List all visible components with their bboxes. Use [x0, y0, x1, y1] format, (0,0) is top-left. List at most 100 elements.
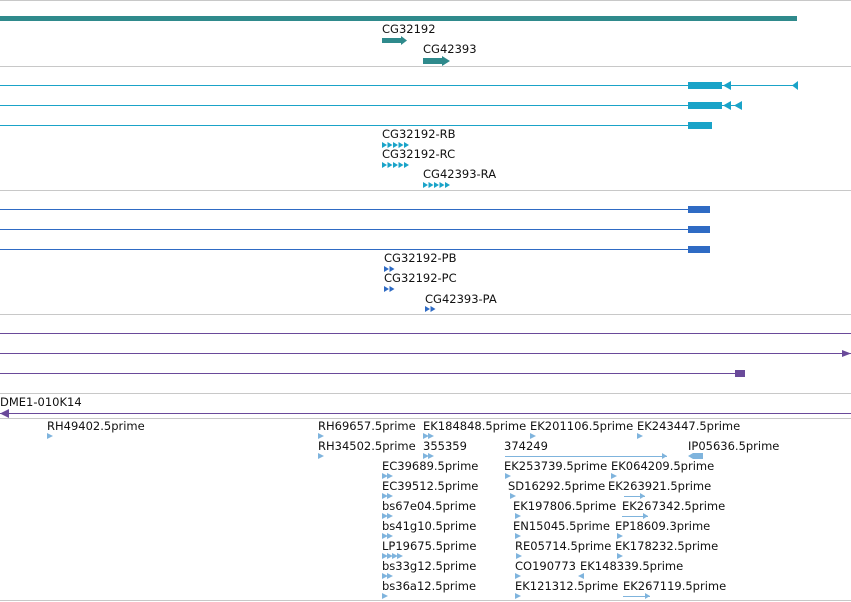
- est-mark[interactable]: [505, 473, 511, 479]
- gene-span-bar[interactable]: [0, 16, 797, 21]
- est-mark[interactable]: [611, 473, 617, 479]
- est-mark[interactable]: [382, 473, 388, 479]
- est-label[interactable]: EC39689.5prime: [382, 459, 479, 473]
- est-label[interactable]: EK267342.5prime: [622, 499, 726, 513]
- protein-exon[interactable]: [688, 206, 710, 213]
- est-mark[interactable]: [617, 553, 623, 559]
- est-mark[interactable]: [387, 473, 393, 479]
- est-mark[interactable]: [617, 533, 623, 539]
- est-label[interactable]: EN15045.5prime: [513, 519, 610, 533]
- est-mark[interactable]: [382, 593, 388, 599]
- transcript-label-cg32192-rc[interactable]: CG32192-RC: [382, 147, 456, 161]
- est-label[interactable]: EK263921.5prime: [608, 479, 712, 493]
- est-label[interactable]: bs33g12.5prime: [382, 559, 477, 573]
- est-mark[interactable]: [382, 553, 388, 559]
- est-mark[interactable]: [382, 533, 388, 539]
- est-label[interactable]: IP05636.5prime: [688, 439, 780, 453]
- transcript-exon[interactable]: [688, 102, 722, 109]
- est-label[interactable]: EK121312.5prime: [515, 579, 619, 593]
- transcript-exon[interactable]: [688, 82, 722, 89]
- est-mark[interactable]: [428, 433, 434, 439]
- est-mark[interactable]: [382, 493, 388, 499]
- est-label[interactable]: EK178232.5prime: [615, 539, 719, 553]
- transcript-label-cg32192-rb[interactable]: CG32192-RB: [382, 127, 456, 141]
- est-mark[interactable]: [515, 593, 521, 599]
- est-mark[interactable]: [423, 433, 429, 439]
- strand-arrow: [398, 142, 404, 148]
- gene-feature-cg32192[interactable]: [382, 38, 402, 43]
- est-label[interactable]: RH49402.5prime: [47, 419, 145, 433]
- est-mark[interactable]: [47, 433, 53, 439]
- est-mark[interactable]: [516, 553, 522, 559]
- est-mark[interactable]: [382, 513, 388, 519]
- strand-arrow: [662, 453, 667, 459]
- alignment-block[interactable]: [735, 370, 745, 377]
- est-label[interactable]: bs41g10.5prime: [382, 519, 477, 533]
- est-label[interactable]: CO190773: [515, 559, 576, 573]
- est-mark[interactable]: [515, 533, 521, 539]
- est-mark[interactable]: [387, 553, 393, 559]
- est-label[interactable]: EK243447.5prime: [637, 419, 741, 433]
- est-label[interactable]: bs67e04.5prime: [382, 499, 477, 513]
- gene-feature-cg42393[interactable]: [423, 58, 443, 64]
- est-label[interactable]: EK197806.5prime: [513, 499, 617, 513]
- est-mark[interactable]: [397, 553, 403, 559]
- est-label[interactable]: LP19675.5prime: [382, 539, 477, 553]
- est-label[interactable]: EK148339.5prime: [580, 559, 684, 573]
- strand-arrow: [393, 142, 398, 148]
- strand-arrow: [723, 101, 731, 110]
- transcript-label-cg42393-ra[interactable]: CG42393-RA: [423, 167, 497, 181]
- est-label[interactable]: 374249: [504, 439, 548, 453]
- est-label[interactable]: EK253739.5prime: [504, 459, 608, 473]
- est-mark[interactable]: [428, 453, 434, 459]
- strand-arrow: [842, 350, 851, 357]
- gene-label-cg42393[interactable]: CG42393: [423, 42, 477, 56]
- est-label[interactable]: EK064209.5prime: [611, 459, 715, 473]
- est-mark[interactable]: [637, 433, 643, 439]
- est-mark[interactable]: [387, 573, 393, 579]
- est-label[interactable]: bs36a12.5prime: [382, 579, 477, 593]
- strand-arrow: [442, 56, 450, 66]
- strand-arrow: [430, 306, 436, 312]
- est-mark[interactable]: [387, 493, 393, 499]
- strand-arrow: [445, 182, 450, 188]
- strand-arrow: [389, 266, 395, 272]
- est-mark[interactable]: [318, 453, 324, 459]
- est-label[interactable]: RH34502.5prime: [318, 439, 416, 453]
- est-label[interactable]: EK201106.5prime: [530, 419, 634, 433]
- est-label[interactable]: 355359: [423, 439, 467, 453]
- est-label[interactable]: EK267119.5prime: [623, 579, 727, 593]
- est-mark[interactable]: [382, 573, 388, 579]
- est-mark[interactable]: [515, 513, 521, 519]
- protein-exon[interactable]: [688, 226, 710, 233]
- est-mark[interactable]: [693, 453, 703, 459]
- est-label[interactable]: RH69657.5prime: [318, 419, 416, 433]
- est-mark[interactable]: [688, 453, 693, 459]
- protein-exon[interactable]: [688, 246, 710, 253]
- strand-arrow: [387, 162, 393, 168]
- strand-arrow: [389, 286, 395, 292]
- est-label[interactable]: EC39512.5prime: [382, 479, 479, 493]
- protein-label-cg32192-pc[interactable]: CG32192-PC: [384, 271, 457, 285]
- clone-label[interactable]: DME1-010K14: [0, 395, 82, 409]
- protein-label-cg32192-pb[interactable]: CG32192-PB: [384, 251, 457, 265]
- est-mark[interactable]: [510, 493, 516, 499]
- est-mark[interactable]: [530, 433, 536, 439]
- est-label[interactable]: EP18609.3prime: [615, 519, 711, 533]
- est-mark[interactable]: [392, 553, 398, 559]
- est-mark[interactable]: [515, 573, 521, 579]
- est-mark[interactable]: [318, 433, 324, 439]
- gene-label-cg32192[interactable]: CG32192: [382, 22, 436, 36]
- est-label[interactable]: SD16292.5prime: [508, 479, 606, 493]
- est-label[interactable]: RE05714.5prime: [515, 539, 612, 553]
- strand-arrow: [425, 306, 430, 312]
- est-mark[interactable]: [387, 513, 393, 519]
- est-mark[interactable]: [387, 533, 393, 539]
- est-mark[interactable]: [578, 573, 584, 579]
- strand-arrow: [398, 162, 404, 168]
- est-label[interactable]: EK184848.5prime: [423, 419, 527, 433]
- protein-label-cg42393-pa[interactable]: CG42393-PA: [425, 292, 497, 306]
- transcript-exon[interactable]: [688, 122, 712, 129]
- est-mark[interactable]: [423, 453, 429, 459]
